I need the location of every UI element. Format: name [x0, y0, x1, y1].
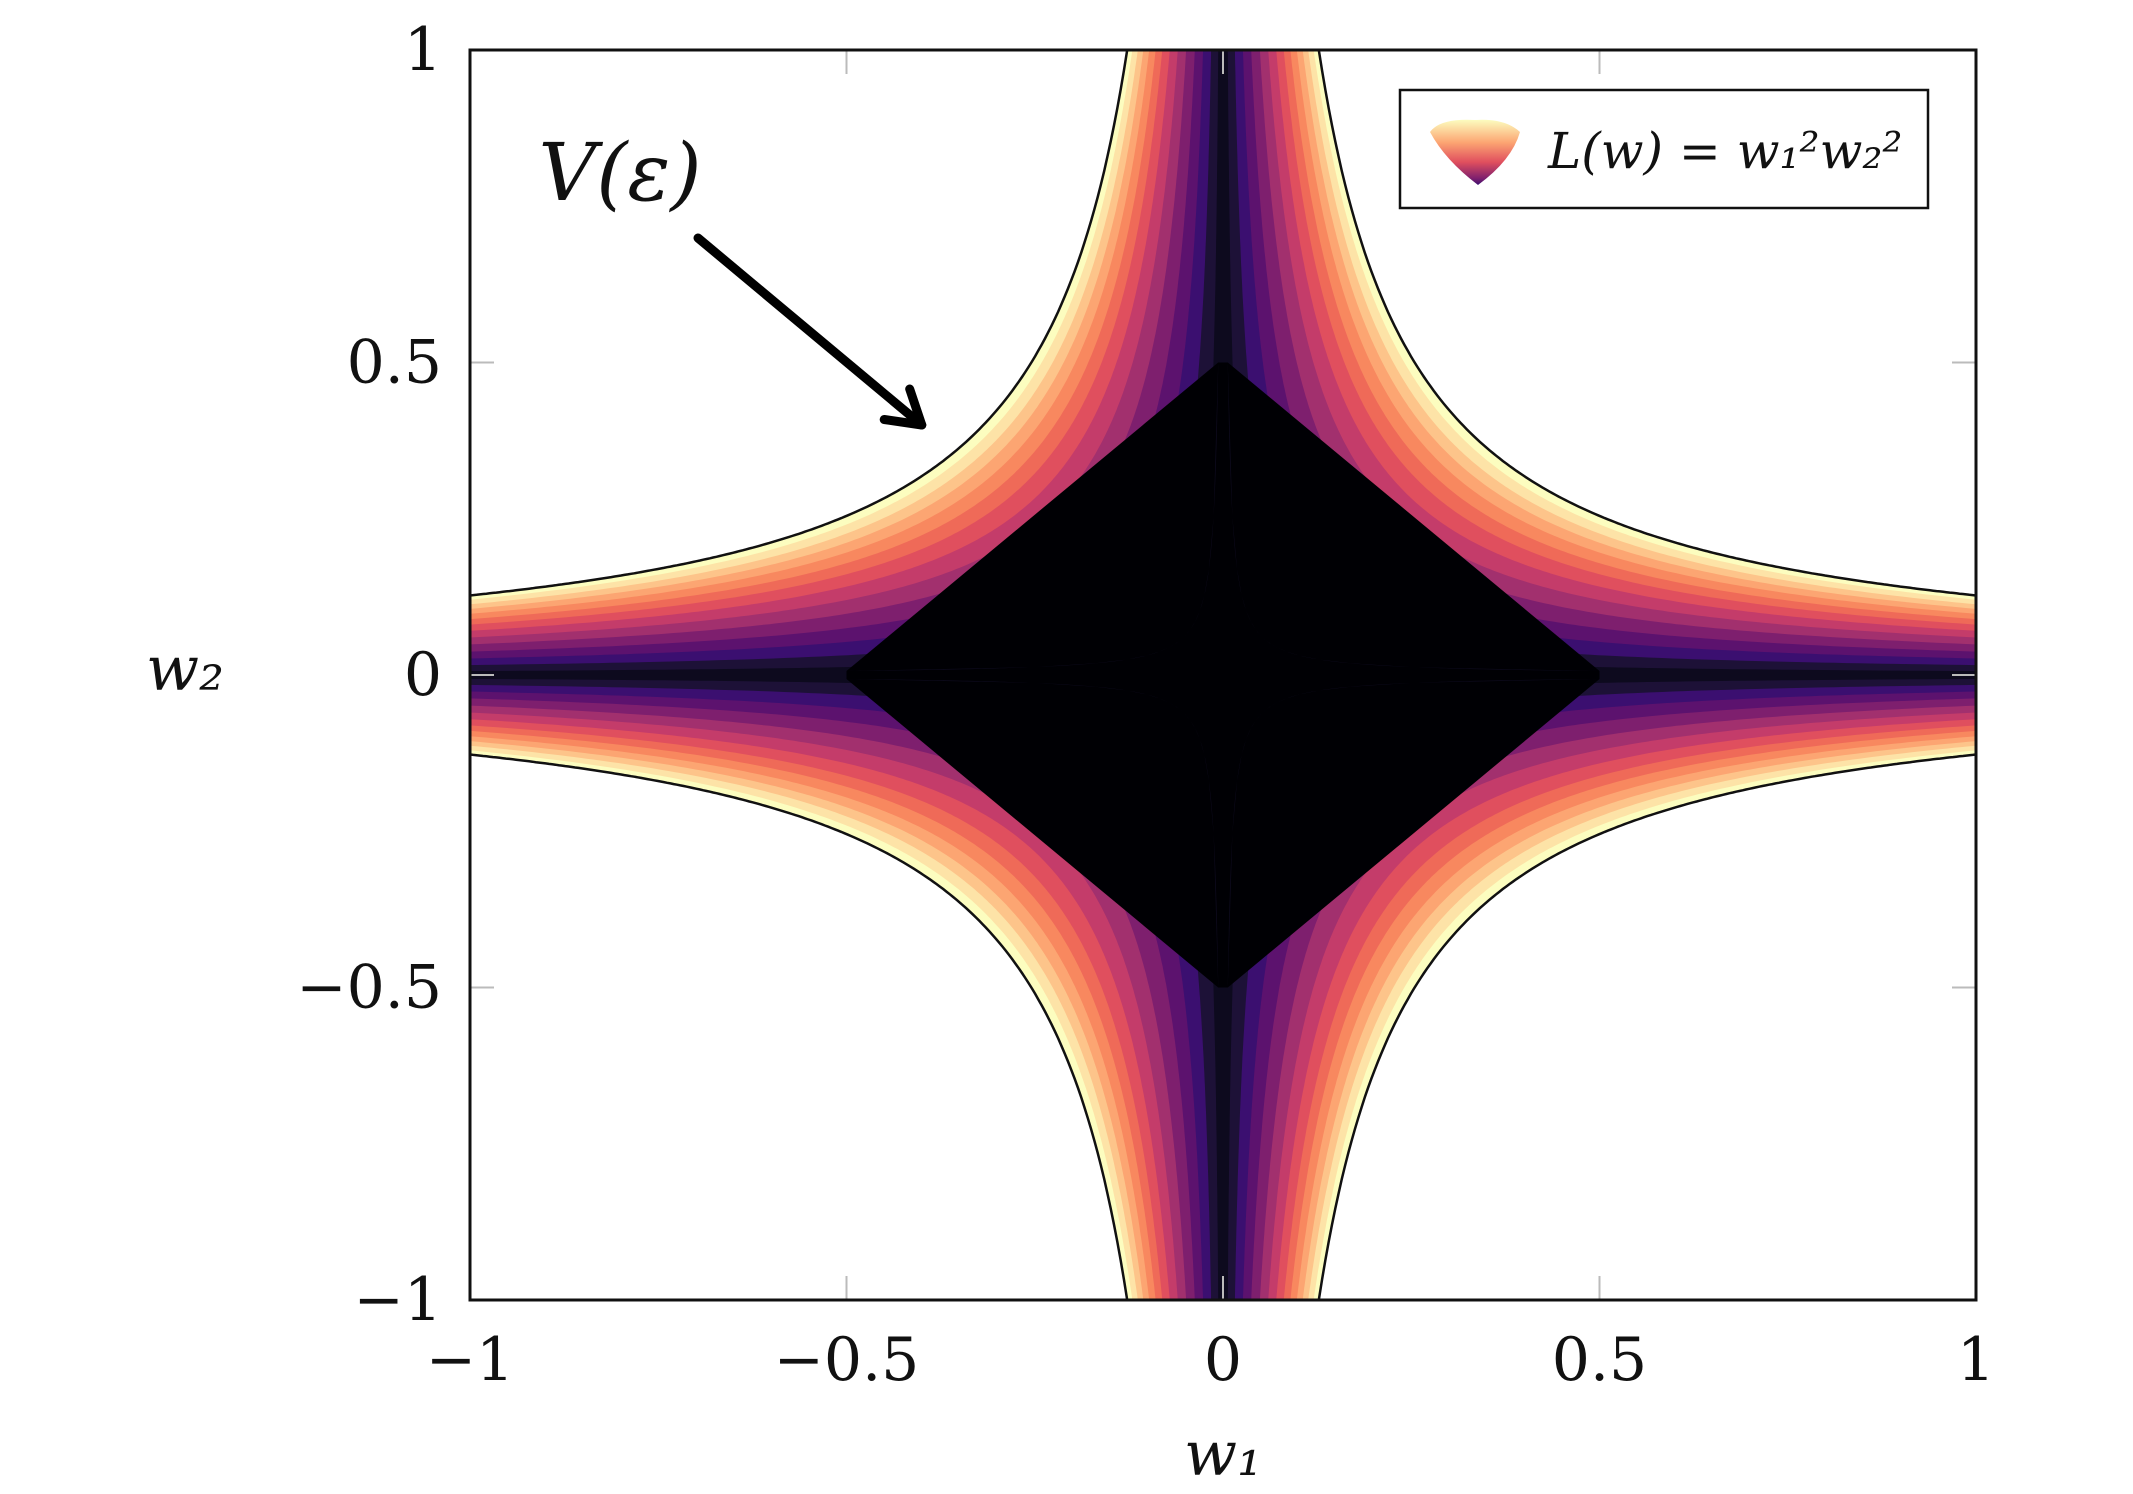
legend: L(w) = w₁²w₂² [1398, 88, 1930, 210]
y-tick-label: 0.5 [347, 328, 442, 398]
boundary-curve-2 [470, 50, 1129, 597]
x-axis-label: w₁ [1184, 1417, 1262, 1490]
boundary-curve-0 [1317, 50, 1976, 597]
y-tick-labels: −1 −0.5 0 0.5 1 [296, 15, 442, 1335]
y-axis-label: w₂ [146, 632, 224, 705]
x-tick-label: 0 [1204, 1325, 1242, 1395]
contour-band-0 [846, 362, 1600, 988]
legend-swatch-icon [1430, 119, 1520, 185]
plot-frame [468, 48, 1978, 1302]
y-tick-label: −1 [354, 1265, 442, 1335]
boundary-curve-1 [1317, 753, 1976, 1300]
boundary-curves [470, 50, 1976, 1300]
x-tick-label: −0.5 [774, 1325, 920, 1395]
annotation-label: V(ε) [538, 126, 701, 219]
y-tick-label: 1 [404, 15, 442, 85]
y-tick-label: −0.5 [296, 953, 442, 1023]
annotation-arrowhead [879, 384, 927, 430]
x-tick-label: 1 [1957, 1325, 1995, 1395]
boundary-curve-3 [470, 753, 1129, 1300]
annotation: V(ε) [538, 126, 927, 430]
x-tick-label: 0.5 [1552, 1325, 1647, 1395]
y-tick-label: 0 [404, 640, 442, 710]
x-tick-labels: −1 −0.5 0 0.5 1 [426, 1325, 1995, 1395]
legend-entry: L(w) = w₁²w₂² [1547, 122, 1902, 180]
annotation-arrow [693, 233, 927, 430]
x-tick-label: −1 [426, 1325, 514, 1395]
inner-level-region [846, 362, 1600, 988]
